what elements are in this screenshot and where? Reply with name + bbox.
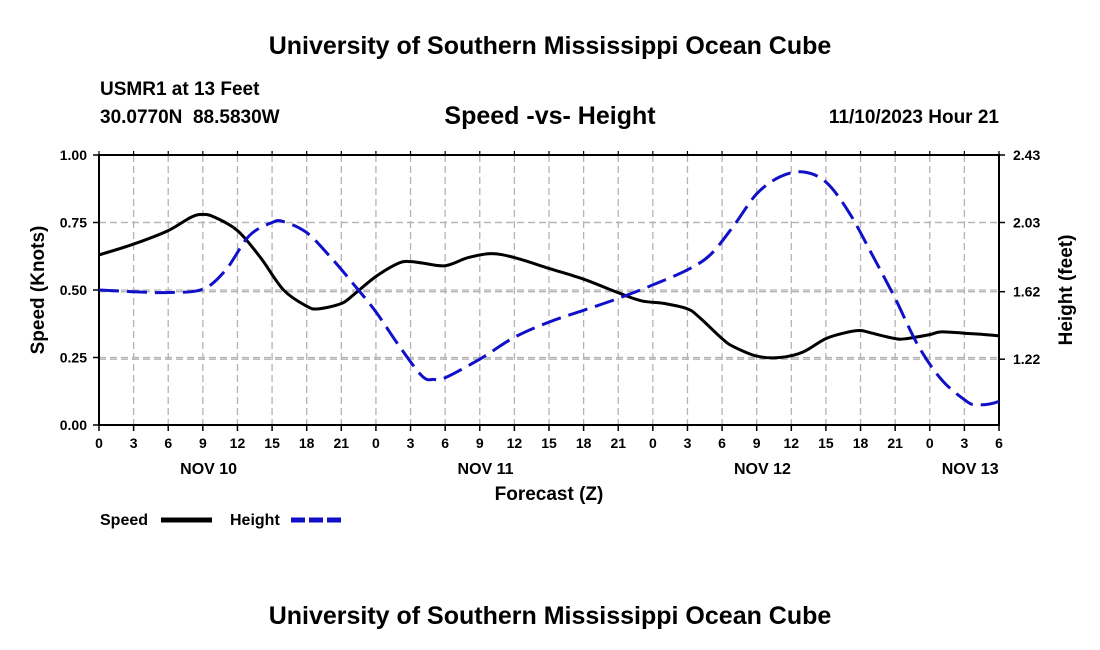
- x-tick-label: 21: [610, 435, 626, 451]
- x-tick-label: 6: [441, 435, 449, 451]
- x-tick-label: 0: [649, 435, 657, 451]
- y-axis-left: 0.00 0.25 0.50 0.75 1.00: [60, 147, 99, 433]
- y-axis-right: 1.22 1.62 2.03 2.43: [999, 147, 1040, 367]
- y-left-tick-label: 0.00: [60, 417, 87, 433]
- series-group: [99, 170, 999, 407]
- x-tick-label: 6: [164, 435, 172, 451]
- grid: [99, 154, 999, 425]
- date-label: 11/10/2023 Hour 21: [829, 107, 999, 128]
- y-axis-right-title: Height (feet): [1056, 235, 1077, 346]
- x-tick-label: 9: [199, 435, 207, 451]
- x-tick-label: 12: [230, 435, 246, 451]
- x-tick-label: 18: [853, 435, 869, 451]
- station-label: USMR1 at 13 Feet: [100, 79, 260, 100]
- x-tick-label: 3: [684, 435, 692, 451]
- legend-speed-label: Speed: [100, 512, 148, 529]
- x-tick-label: 0: [95, 435, 103, 451]
- x-tick-label: 3: [960, 435, 968, 451]
- chart-subtitle: Speed -vs- Height: [444, 102, 656, 130]
- y-left-tick-label: 0.50: [60, 282, 87, 298]
- x-axis: 0 3 6 9 12 15 18 21 0 3 6 9 12 15 18 21 0 3 6 9 12 15 18 21 0 3 6: [95, 151, 1003, 451]
- x-tick-label: 18: [299, 435, 315, 451]
- y-left-tick-label: 0.25: [60, 350, 87, 366]
- day-label: NOV 10: [180, 461, 237, 478]
- legend-height-label: Height: [230, 512, 280, 529]
- x-tick-label: 6: [718, 435, 726, 451]
- y-left-tick-label: 0.75: [60, 215, 87, 231]
- x-tick-label: 6: [995, 435, 1003, 451]
- x-tick-label: 21: [887, 435, 903, 451]
- x-tick-label: 15: [541, 435, 557, 451]
- x-axis-title: Forecast (Z): [495, 484, 604, 505]
- day-label: NOV 13: [942, 461, 999, 478]
- x-tick-label: 15: [818, 435, 834, 451]
- y-left-tick-label: 1.00: [60, 147, 87, 163]
- x-tick-label: 0: [926, 435, 934, 451]
- x-tick-label: 12: [784, 435, 800, 451]
- day-label: NOV 11: [458, 461, 514, 478]
- coordinates-label: 30.0770N 88.5830W: [100, 107, 280, 128]
- series-line-speed: [99, 212, 999, 360]
- y-right-tick-label: 2.43: [1013, 147, 1040, 163]
- series-line-height: [99, 170, 999, 407]
- page-title-top: University of Southern Mississippi Ocean…: [269, 32, 832, 60]
- x-tick-label: 0: [372, 435, 380, 451]
- page-title-bottom: University of Southern Mississippi Ocean…: [269, 602, 832, 630]
- day-label: NOV 12: [734, 461, 791, 478]
- y-right-tick-label: 2.03: [1013, 215, 1040, 231]
- x-tick-label: 9: [753, 435, 761, 451]
- legend: Speed Height: [100, 512, 342, 529]
- x-tick-label: 9: [476, 435, 484, 451]
- y-axis-left-title: Speed (Knots): [28, 226, 49, 355]
- x-tick-label: 12: [507, 435, 523, 451]
- day-labels: NOV 10 NOV 11 NOV 12 NOV 13: [180, 461, 999, 478]
- x-tick-label: 21: [334, 435, 350, 451]
- y-right-tick-label: 1.22: [1013, 351, 1040, 367]
- y-right-tick-label: 1.62: [1013, 284, 1040, 300]
- x-tick-label: 15: [264, 435, 280, 451]
- x-tick-label: 3: [407, 435, 415, 451]
- x-tick-label: 18: [576, 435, 592, 451]
- x-tick-label: 3: [130, 435, 138, 451]
